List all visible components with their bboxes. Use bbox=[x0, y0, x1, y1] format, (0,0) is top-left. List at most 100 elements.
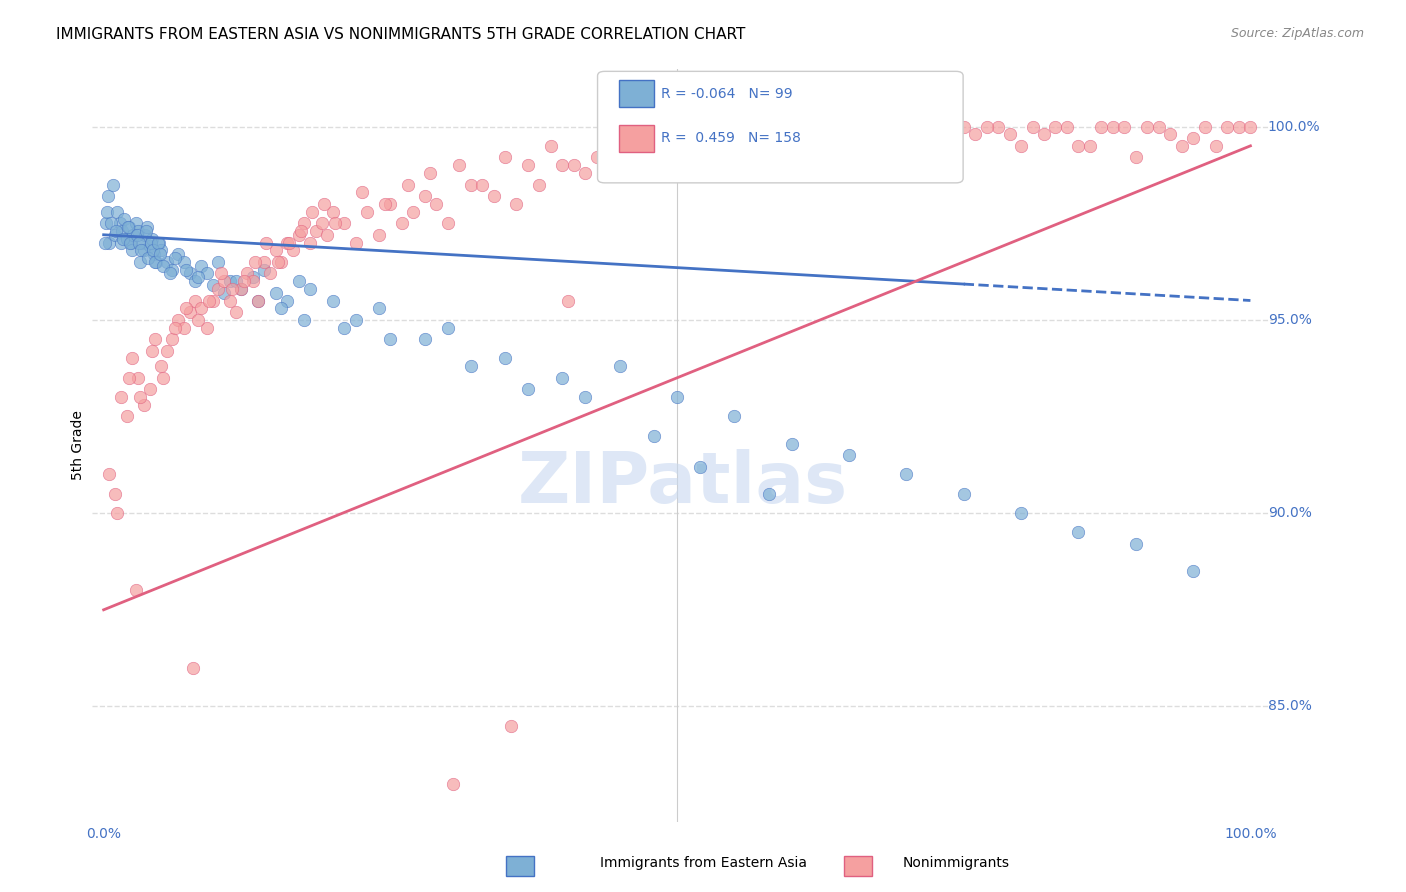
Point bbox=[143, 255, 166, 269]
Point bbox=[299, 235, 322, 250]
Point bbox=[120, 235, 142, 250]
Point bbox=[163, 320, 186, 334]
Point bbox=[162, 262, 184, 277]
Point bbox=[209, 267, 232, 281]
Point bbox=[1194, 120, 1216, 134]
Point bbox=[118, 220, 141, 235]
Point bbox=[156, 255, 179, 269]
Point bbox=[952, 487, 974, 501]
Point bbox=[104, 227, 127, 242]
Point bbox=[264, 285, 287, 300]
Point bbox=[620, 158, 643, 172]
Point bbox=[557, 293, 579, 308]
Point bbox=[941, 120, 963, 134]
Point bbox=[998, 128, 1021, 142]
Point bbox=[121, 351, 143, 366]
Text: 90.0%: 90.0% bbox=[1268, 506, 1312, 520]
Point bbox=[780, 436, 803, 450]
Point bbox=[131, 235, 153, 250]
Point bbox=[207, 255, 229, 269]
Point bbox=[1182, 131, 1205, 145]
Point bbox=[792, 120, 814, 134]
Point bbox=[94, 216, 117, 230]
Point bbox=[374, 197, 396, 211]
Point bbox=[287, 274, 309, 288]
Point bbox=[232, 274, 254, 288]
Point bbox=[145, 255, 167, 269]
Point bbox=[243, 255, 266, 269]
Point bbox=[1101, 120, 1123, 134]
Point bbox=[108, 216, 131, 230]
Point bbox=[896, 467, 918, 482]
Point bbox=[305, 224, 328, 238]
Point bbox=[494, 151, 516, 165]
Point bbox=[425, 197, 447, 211]
Point bbox=[173, 255, 195, 269]
Point bbox=[1125, 151, 1147, 165]
Point bbox=[860, 120, 883, 134]
Point bbox=[1067, 139, 1090, 153]
Point bbox=[907, 120, 929, 134]
Point bbox=[529, 178, 551, 192]
Point bbox=[253, 262, 276, 277]
Point bbox=[112, 232, 135, 246]
Point bbox=[838, 120, 860, 134]
Point bbox=[136, 220, 159, 235]
Point bbox=[115, 409, 138, 424]
Point bbox=[195, 320, 218, 334]
Point bbox=[195, 267, 218, 281]
Point bbox=[110, 390, 132, 404]
Point bbox=[689, 158, 711, 172]
Point bbox=[142, 244, 165, 258]
Point bbox=[118, 235, 141, 250]
Point bbox=[929, 139, 952, 153]
Text: Source: ZipAtlas.com: Source: ZipAtlas.com bbox=[1230, 27, 1364, 40]
Point bbox=[115, 232, 138, 246]
Point bbox=[380, 332, 402, 346]
Point bbox=[167, 247, 190, 261]
Point bbox=[247, 293, 270, 308]
Point bbox=[1147, 120, 1170, 134]
Point bbox=[643, 139, 665, 153]
Point bbox=[499, 719, 522, 733]
Point bbox=[396, 178, 419, 192]
Point bbox=[643, 429, 665, 443]
Point bbox=[107, 506, 129, 520]
Point bbox=[585, 151, 607, 165]
Point bbox=[287, 227, 309, 242]
Point bbox=[436, 216, 458, 230]
Point bbox=[221, 282, 243, 296]
Point bbox=[190, 301, 212, 316]
Point bbox=[150, 244, 173, 258]
Point bbox=[1239, 120, 1261, 134]
Point bbox=[135, 224, 157, 238]
Point bbox=[159, 267, 181, 281]
Point bbox=[162, 332, 184, 346]
Point bbox=[134, 227, 156, 242]
Point bbox=[174, 262, 197, 277]
Point bbox=[174, 301, 197, 316]
Point bbox=[849, 139, 872, 153]
Point bbox=[127, 224, 149, 238]
Point bbox=[242, 274, 264, 288]
Point bbox=[380, 197, 402, 211]
Point bbox=[316, 227, 339, 242]
Point bbox=[1021, 120, 1043, 134]
Point bbox=[333, 320, 356, 334]
Point bbox=[201, 278, 224, 293]
Point bbox=[517, 158, 540, 172]
Point bbox=[551, 371, 574, 385]
Point bbox=[198, 293, 221, 308]
Point bbox=[270, 301, 292, 316]
Point bbox=[436, 320, 458, 334]
Point bbox=[290, 224, 312, 238]
Point bbox=[367, 301, 389, 316]
Point bbox=[598, 151, 620, 165]
Point bbox=[413, 189, 436, 203]
Point bbox=[218, 293, 240, 308]
Point bbox=[758, 487, 780, 501]
Text: 85.0%: 85.0% bbox=[1268, 699, 1312, 714]
Point bbox=[94, 235, 117, 250]
Point bbox=[460, 359, 482, 374]
Point bbox=[312, 197, 335, 211]
